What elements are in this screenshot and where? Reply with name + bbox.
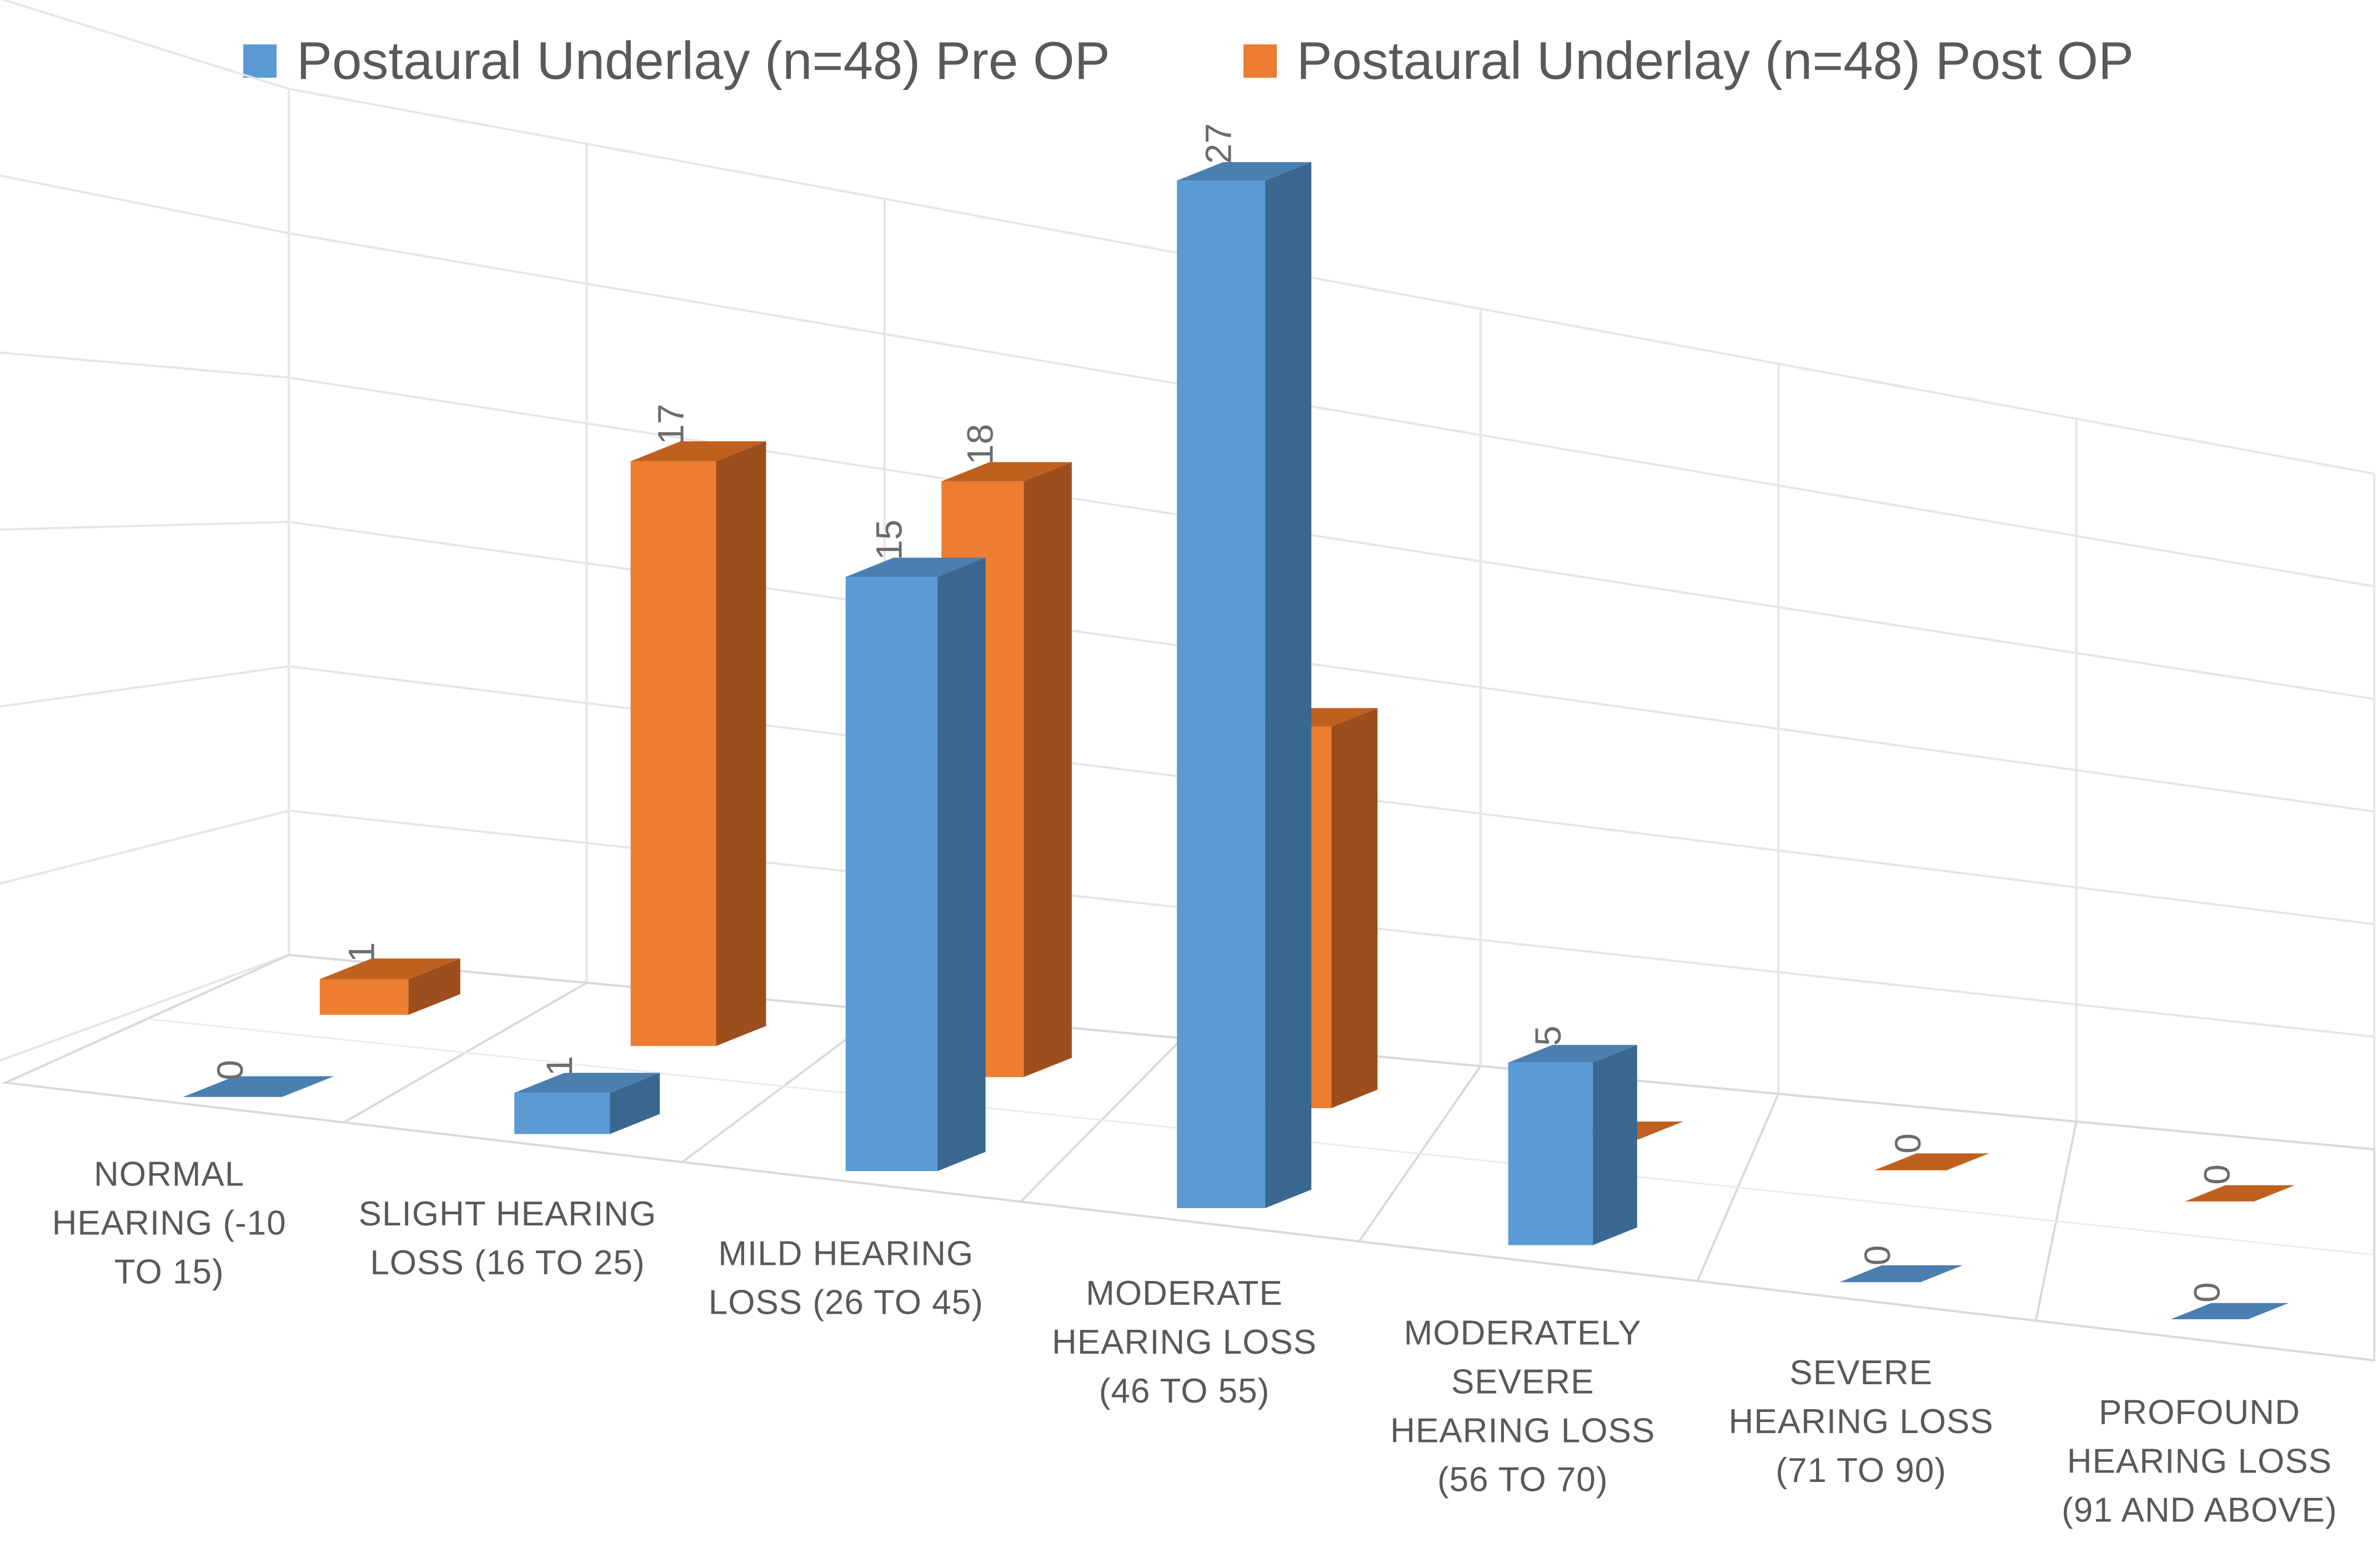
x-tick-label-line: TO 15): [114, 1253, 224, 1291]
bar-pre-op-4: [1508, 1062, 1593, 1245]
data-label-pre-op-3: 27: [1198, 123, 1239, 164]
gridline-side: [0, 521, 289, 531]
bar-post-op-0: [319, 979, 409, 1015]
bar-side-post-op-2: [1024, 462, 1072, 1077]
bar-post-op-1: [630, 461, 716, 1046]
x-tick-label-line: (46 TO 55): [1099, 1372, 1270, 1410]
bar-top-pre-op-6: [2170, 1303, 2289, 1319]
x-tick-label-line: SLIGHT HEARING: [359, 1195, 657, 1233]
bar-pre-op-2: [845, 577, 938, 1172]
bar-top-post-op-0: [319, 958, 460, 979]
bar-pre-op-1: [514, 1093, 610, 1134]
legend-label-pre-op: Postaural Underlay (n=48) Pre OP: [296, 31, 1110, 91]
x-tick-label-line: MODERATELY: [1404, 1314, 1642, 1352]
data-label-pre-op-4: 5: [1527, 1026, 1568, 1046]
bar-top-pre-op-2: [845, 557, 986, 577]
x-tick-label-1: SLIGHT HEARING LOSS (16 TO 25): [359, 1195, 657, 1282]
bar-top-pre-op-5: [1839, 1265, 1963, 1283]
bar-top-pre-op-4: [1508, 1044, 1637, 1063]
bar-pre-op-3: [1177, 180, 1266, 1208]
data-label-pre-op-2: 15: [868, 520, 909, 560]
x-tick-label-line: HEARING LOSS: [1390, 1411, 1655, 1450]
x-tick-label-line: (56 TO 70): [1437, 1460, 1608, 1499]
x-tick-label-line: (91 AND ABOVE): [2062, 1491, 2337, 1529]
legend: Postaural Underlay (n=48) Pre OP Postaur…: [0, 17, 2377, 105]
x-tick-label-0: NORMAL HEARING (-10 TO 15): [52, 1155, 287, 1291]
data-label-pre-op-6: 0: [2186, 1282, 2227, 1303]
x-tick-label-6: PROFOUND HEARING LOSS (91 AND ABOVE): [2062, 1393, 2337, 1529]
bar-side-pre-op-4: [1593, 1044, 1637, 1245]
gridline-side: [0, 954, 289, 1062]
bar-top-pre-op-0: [183, 1076, 334, 1097]
legend-label-post-op: Postaural Underlay (n=48) Post OP: [1296, 31, 2134, 91]
x-tick-label-3: MODERATE HEARING LOSS (46 TO 55): [1052, 1274, 1317, 1410]
gridline-side: [1, 0, 289, 90]
bar-top-post-op-1: [630, 441, 766, 461]
data-label-pre-op-1: 1: [539, 1056, 580, 1077]
x-tick-label-line: PROFOUND: [2099, 1393, 2300, 1431]
gridline-back: [288, 88, 2375, 475]
x-tick-label-line: SEVERE: [1789, 1354, 1933, 1392]
x-tick-label-5: SEVERE HEARING LOSS (71 TO 90): [1729, 1354, 1994, 1490]
data-label-pre-op-5: 0: [1857, 1245, 1898, 1266]
x-tick-label-line: HEARING LOSS: [2067, 1442, 2332, 1480]
bar-top-pre-op-3: [1177, 162, 1312, 181]
bar-top-post-op-2: [941, 462, 1072, 481]
legend-item-post-op[interactable]: Postaural Underlay (n=48) Post OP: [1243, 31, 2134, 92]
gridline-side: [0, 665, 289, 708]
x-tick-label-line: LOSS (16 TO 25): [370, 1244, 645, 1282]
x-tick-label-line: NORMAL: [94, 1155, 244, 1194]
bar-side-pre-op-1: [610, 1073, 660, 1134]
data-label-post-op-1: 17: [650, 404, 691, 444]
bar-side-post-op-1: [716, 441, 766, 1046]
bar-top-post-op-6: [2185, 1185, 2295, 1202]
bar-side-post-op-0: [408, 958, 460, 1015]
x-tick-label-4: MODERATELY SEVERE HEARING LOSS (56 TO 70): [1390, 1314, 1655, 1499]
bar-side-post-op-3: [1331, 708, 1378, 1108]
x-tick-label-line: HEARING LOSS: [1052, 1323, 1317, 1361]
x-tick-label-line: SEVERE: [1451, 1363, 1594, 1401]
data-label-post-op-0: 1: [341, 942, 382, 963]
x-tick-label-line: LOSS (26 TO 45): [709, 1284, 984, 1322]
gridline-back: [288, 376, 2375, 700]
x-tick-label-line: MILD HEARING: [718, 1235, 974, 1273]
legend-swatch-post-op: [1243, 44, 1277, 78]
gridline-side: [0, 174, 289, 234]
bar-top-post-op-5: [1874, 1153, 1989, 1170]
bar-top-pre-op-1: [514, 1073, 660, 1093]
x-tick-label-line: MODERATE: [1086, 1274, 1283, 1313]
data-label-post-op-5: 0: [1887, 1133, 1928, 1154]
legend-item-pre-op[interactable]: Postaural Underlay (n=48) Pre OP: [243, 31, 1110, 92]
gridline-side: [0, 351, 289, 379]
x-tick-label-line: HEARING LOSS: [1729, 1403, 1994, 1441]
x-tick-label-2: MILD HEARING LOSS (26 TO 45): [709, 1235, 984, 1322]
data-label-post-op-2: 18: [959, 424, 1000, 464]
data-label-pre-op-0: 0: [209, 1060, 250, 1080]
data-label-post-op-6: 0: [2197, 1164, 2238, 1185]
gridline-side: [0, 810, 289, 885]
x-tick-label-line: (71 TO 90): [1776, 1451, 1947, 1490]
gridline-back: [288, 232, 2375, 587]
legend-swatch-pre-op: [243, 44, 277, 78]
bar-side-pre-op-3: [1265, 162, 1312, 1208]
x-tick-label-line: HEARING (-10: [52, 1204, 287, 1243]
bar-side-pre-op-2: [937, 557, 986, 1172]
